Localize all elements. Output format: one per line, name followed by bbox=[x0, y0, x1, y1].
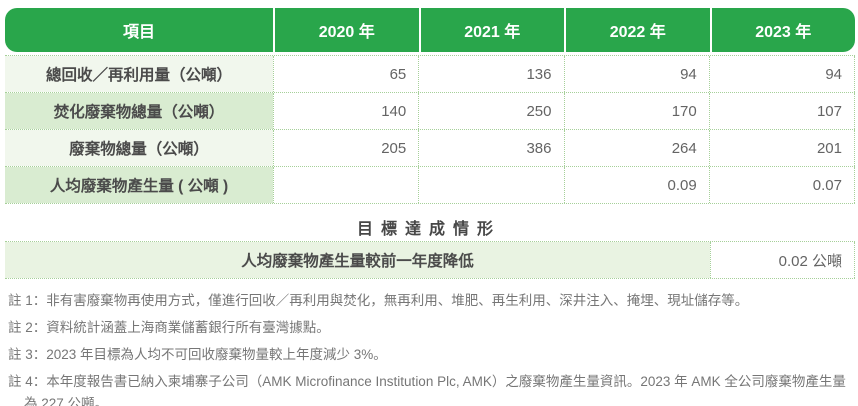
cell-value: 250 bbox=[418, 93, 564, 129]
goal-section-title: 目標達成情形 bbox=[356, 221, 501, 238]
row-label: 焚化廢棄物總量（公噸） bbox=[5, 93, 273, 129]
footnote-4: 註 4：本年度報告書已納入柬埔寨子公司（AMK Microfinance Ins… bbox=[8, 374, 846, 406]
table-body: 總回收／再利用量（公噸） 65 136 94 94 焚化廢棄物總量（公噸） 14… bbox=[5, 55, 855, 204]
cell-value: 201 bbox=[708, 130, 855, 166]
footnote-1: 註 1：非有害廢棄物再使用方式，僅進行回收／再利用與焚化，無再利用、堆肥、再生利… bbox=[8, 293, 749, 308]
cell-value: 170 bbox=[563, 93, 709, 129]
footnote-3: 註 3：2023 年目標為人均不可回收廢棄物量較上年度減少 3%。 bbox=[8, 347, 387, 362]
cell-value bbox=[418, 167, 564, 203]
cell-value: 94 bbox=[563, 56, 709, 92]
col-header-year-2023: 2023 年 bbox=[709, 8, 856, 52]
goal-row-label: 人均廢棄物產生量較前一年度降低 bbox=[5, 242, 710, 278]
row-label: 廢棄物總量（公噸） bbox=[5, 130, 273, 166]
cell-value: 94 bbox=[708, 56, 855, 92]
cell-value: 136 bbox=[418, 56, 564, 92]
col-header-item: 項目 bbox=[122, 24, 155, 41]
footnotes: 註 1：非有害廢棄物再使用方式，僅進行回收／再利用與焚化，無再利用、堆肥、再生利… bbox=[8, 290, 850, 406]
cell-value: 65 bbox=[273, 56, 419, 92]
cell-value: 386 bbox=[418, 130, 564, 166]
table-header-row: 項目 2020 年 2021 年 2022 年 2023 年 bbox=[5, 8, 855, 52]
table-row: 人均廢棄物產生量 ( 公噸 ) 0.09 0.07 bbox=[5, 167, 855, 204]
table-row: 廢棄物總量（公噸） 205 386 264 201 bbox=[5, 130, 855, 167]
cell-value bbox=[273, 167, 419, 203]
cell-value: 205 bbox=[273, 130, 419, 166]
cell-value: 0.07 bbox=[708, 167, 855, 203]
col-header-year-2021: 2021 年 bbox=[418, 8, 565, 52]
goal-row: 人均廢棄物產生量較前一年度降低 0.02 公噸 bbox=[5, 241, 855, 279]
col-header-year-2020: 2020 年 bbox=[273, 8, 419, 52]
row-label: 人均廢棄物產生量 ( 公噸 ) bbox=[5, 167, 273, 203]
cell-value: 0.09 bbox=[563, 167, 709, 203]
goal-row-value: 0.02 公噸 bbox=[710, 242, 855, 278]
cell-value: 140 bbox=[273, 93, 419, 129]
table-row: 焚化廢棄物總量（公噸） 140 250 170 107 bbox=[5, 93, 855, 130]
row-label: 總回收／再利用量（公噸） bbox=[5, 56, 273, 92]
table-row: 總回收／再利用量（公噸） 65 136 94 94 bbox=[5, 56, 855, 93]
footnote-2: 註 2：資料統計涵蓋上海商業儲蓄銀行所有臺灣據點。 bbox=[8, 320, 330, 335]
cell-value: 264 bbox=[563, 130, 709, 166]
waste-table: 項目 2020 年 2021 年 2022 年 2023 年 總回收／再利用量（… bbox=[5, 8, 855, 204]
cell-value: 107 bbox=[708, 93, 855, 129]
col-header-year-2022: 2022 年 bbox=[564, 8, 710, 52]
